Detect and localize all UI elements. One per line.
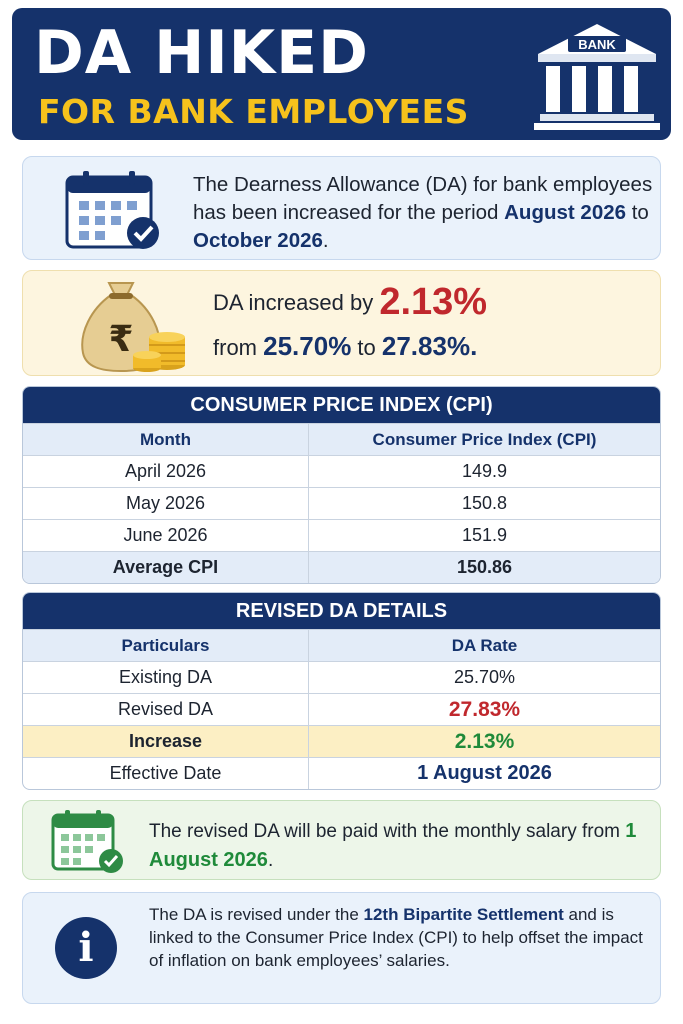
average-value: 150.86 xyxy=(456,557,513,577)
period-start: August 2026 xyxy=(504,201,627,224)
cpi-month: April 2026 xyxy=(23,456,309,487)
increase-line-2: from 25.70% to 27.83%. xyxy=(213,331,478,361)
increase-card: ₹ DA increased by 2.13% from 25.70% to 2… xyxy=(22,270,661,376)
calendar-check-icon xyxy=(51,810,123,873)
info-icon: i xyxy=(55,917,117,979)
increase-row: Increase 2.13% xyxy=(23,725,660,757)
particular-label: Effective Date xyxy=(23,758,309,789)
increase-value: 2.13% xyxy=(454,730,515,753)
title-line-1: DA HIKED xyxy=(34,18,369,88)
to-value: 27.83% xyxy=(381,331,471,361)
payment-date: 1 August 2026 xyxy=(149,820,637,871)
money-bag-coins-icon: ₹ xyxy=(81,282,185,373)
intro-card: The Dearness Allowance (DA) for bank emp… xyxy=(22,156,661,260)
header-banner: DA HIKED FOR BANK EMPLOYEES BANK xyxy=(12,8,671,140)
cpi-table-title: CONSUMER PRICE INDEX (CPI) xyxy=(23,387,660,423)
table-row: April 2026 149.9 xyxy=(23,455,660,487)
average-label: Average CPI xyxy=(23,552,309,583)
from-value: 25.70% xyxy=(263,331,352,361)
settlement-name: 12th Bipartite Settlement xyxy=(363,905,564,924)
cpi-value: 149.9 xyxy=(461,461,508,481)
col-cpi-header: Consumer Price Index (CPI) xyxy=(372,430,597,449)
rupee-symbol: ₹ xyxy=(108,319,133,360)
cpi-value: 150.8 xyxy=(461,493,508,513)
da-table-title: REVISED DA DETAILS xyxy=(23,593,660,629)
table-row: June 2026 151.9 xyxy=(23,519,660,551)
payment-text: The revised DA will be paid with the mon… xyxy=(149,820,637,871)
bank-building-icon: BANK xyxy=(534,24,660,130)
increase-line-1: DA increased by 2.13% xyxy=(213,281,488,323)
col-particulars-header: Particulars xyxy=(23,630,309,661)
title-line-2: FOR BANK EMPLOYEES xyxy=(38,92,469,131)
table-row: Existing DA 25.70% xyxy=(23,661,660,693)
cpi-month: May 2026 xyxy=(23,488,309,519)
cpi-table: CONSUMER PRICE INDEX (CPI) Month Consume… xyxy=(22,386,661,584)
increase-amount: 2.13% xyxy=(379,281,488,323)
calendar-check-icon xyxy=(65,171,159,249)
col-rate-header: DA Rate xyxy=(451,636,518,655)
da-table-header: Particulars DA Rate xyxy=(23,629,660,661)
info-text: The DA is revised under the 12th Biparti… xyxy=(149,905,643,970)
particular-value: 25.70% xyxy=(453,667,516,687)
col-month-header: Month xyxy=(23,424,309,455)
bank-sign-text: BANK xyxy=(578,37,616,52)
table-row: May 2026 150.8 xyxy=(23,487,660,519)
particular-label: Existing DA xyxy=(23,662,309,693)
particular-label: Increase xyxy=(23,726,309,757)
info-card: i The DA is revised under the 12th Bipar… xyxy=(22,892,661,1004)
cpi-value: 151.9 xyxy=(461,525,508,545)
period-end: October 2026 xyxy=(193,229,323,252)
particular-label: Revised DA xyxy=(23,694,309,725)
table-row: Effective Date 1 August 2026 xyxy=(23,757,660,789)
payment-card: The revised DA will be paid with the mon… xyxy=(22,800,661,880)
cpi-month: June 2026 xyxy=(23,520,309,551)
cpi-average-row: Average CPI 150.86 xyxy=(23,551,660,583)
revised-da-value: 27.83% xyxy=(448,698,521,721)
da-details-table: REVISED DA DETAILS Particulars DA Rate E… xyxy=(22,592,661,790)
cpi-table-header: Month Consumer Price Index (CPI) xyxy=(23,423,660,455)
intro-text: The Dearness Allowance (DA) for bank emp… xyxy=(193,173,653,252)
table-row: Revised DA 27.83% xyxy=(23,693,660,725)
effective-date-value: 1 August 2026 xyxy=(417,762,552,784)
